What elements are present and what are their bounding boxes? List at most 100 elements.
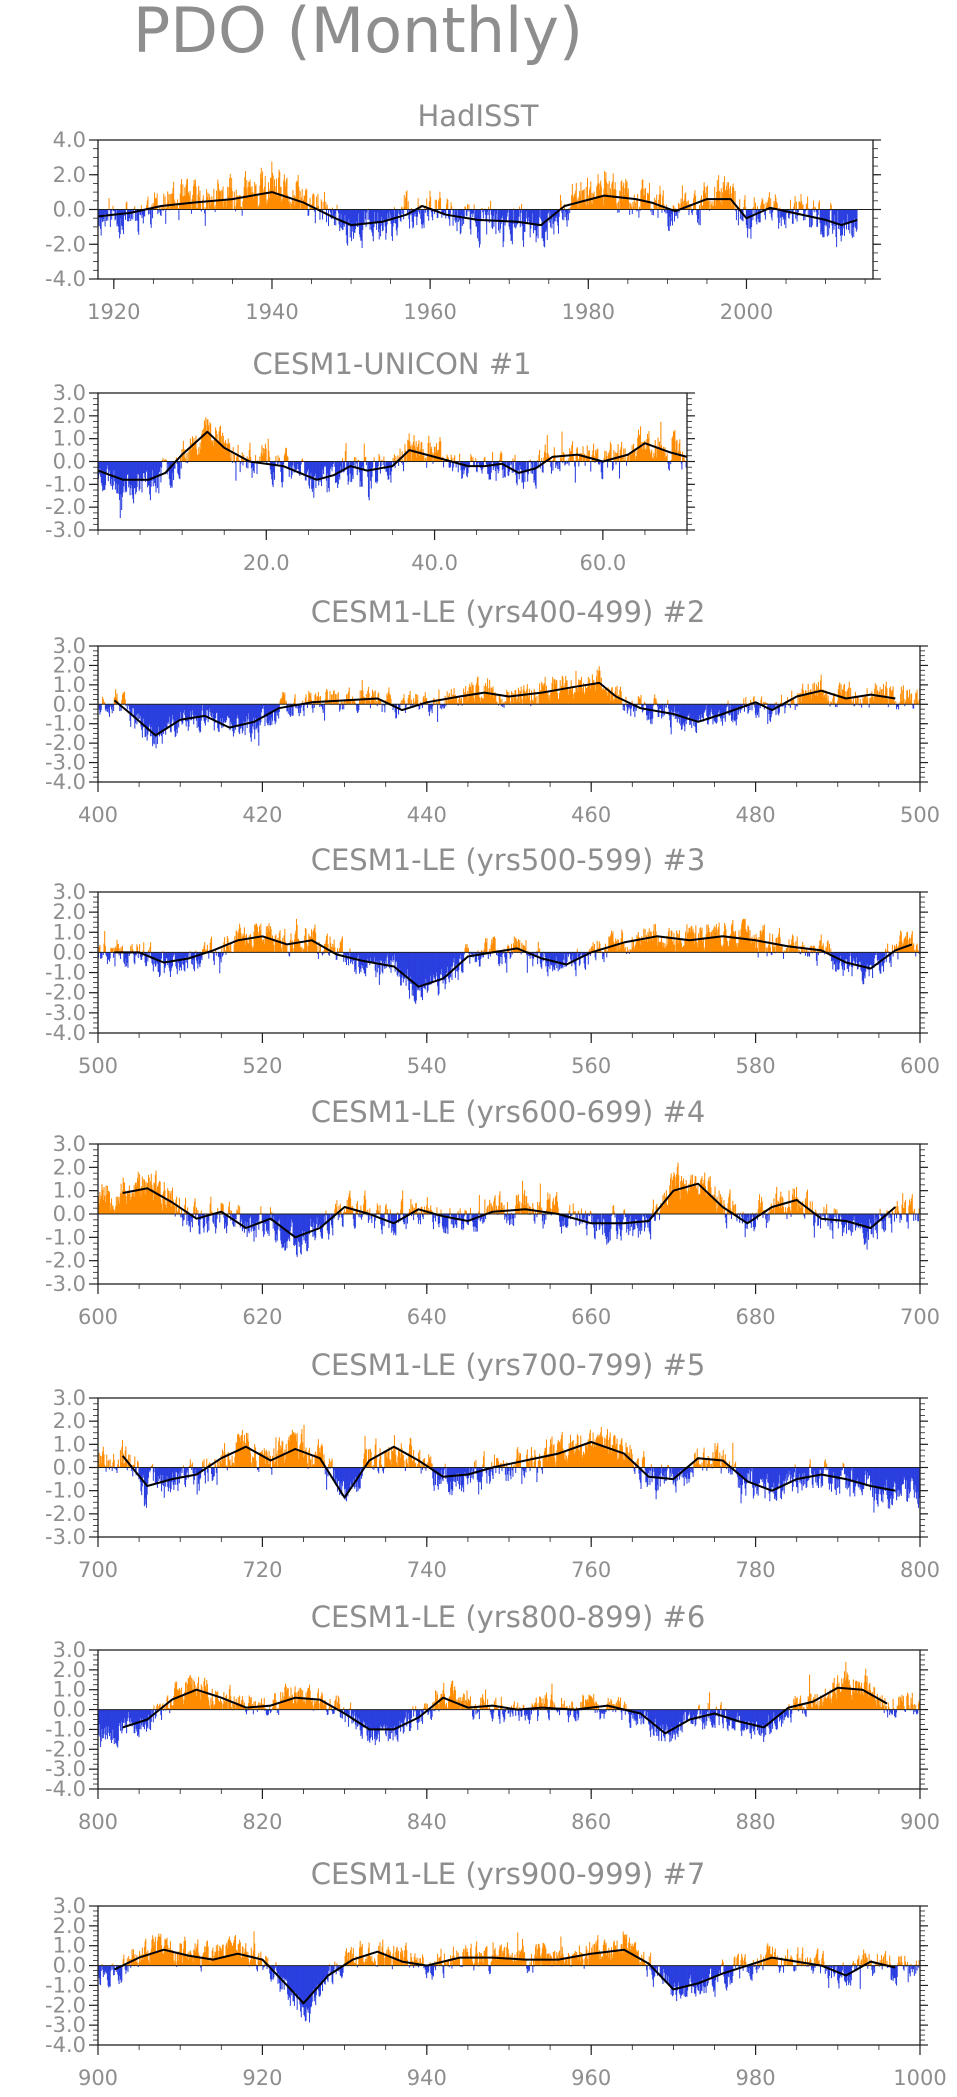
positive-anomaly-bar xyxy=(428,453,431,462)
negative-anomaly-bar xyxy=(857,952,859,969)
positive-anomaly-bar xyxy=(830,948,832,953)
negative-anomaly-bar xyxy=(778,209,780,223)
positive-anomaly-bar xyxy=(423,695,425,705)
negative-anomaly-bar xyxy=(418,209,420,212)
negative-anomaly-bar xyxy=(296,461,298,470)
positive-anomaly-bar xyxy=(776,203,778,210)
positive-anomaly-bar xyxy=(431,446,433,462)
negative-anomaly-bar xyxy=(155,704,157,749)
negative-anomaly-bar xyxy=(404,952,406,979)
positive-anomaly-bar xyxy=(560,200,562,210)
negative-anomaly-bar xyxy=(400,952,402,986)
positive-anomaly-bar xyxy=(115,1206,117,1214)
negative-anomaly-bar xyxy=(161,461,163,468)
negative-anomaly-bar xyxy=(502,461,504,479)
positive-anomaly-bar xyxy=(112,947,114,953)
positive-anomaly-bar xyxy=(553,455,555,462)
negative-anomaly-bar xyxy=(209,704,211,712)
negative-anomaly-bar xyxy=(468,952,470,955)
positive-anomaly-bar xyxy=(226,944,228,953)
positive-anomaly-bar xyxy=(719,191,721,210)
positive-anomaly-bar xyxy=(730,934,732,953)
negative-anomaly-bar xyxy=(317,952,319,959)
positive-anomaly-bar xyxy=(179,193,181,210)
negative-anomaly-bar xyxy=(151,461,154,470)
negative-anomaly-bar xyxy=(571,952,573,967)
negative-anomaly-bar xyxy=(366,209,368,213)
negative-anomaly-bar xyxy=(119,461,121,500)
positive-anomaly-bar xyxy=(346,693,348,705)
positive-anomaly-bar xyxy=(474,701,476,705)
positive-anomaly-bar xyxy=(289,940,291,953)
positive-anomaly-bar xyxy=(276,942,278,953)
negative-anomaly-bar xyxy=(847,952,849,969)
positive-anomaly-bar xyxy=(280,947,282,953)
positive-anomaly-bar xyxy=(640,446,642,462)
negative-anomaly-bar xyxy=(412,209,414,229)
negative-anomaly-bar xyxy=(476,952,478,963)
negative-anomaly-bar xyxy=(876,952,878,961)
negative-anomaly-bar xyxy=(385,952,387,961)
negative-anomaly-bar xyxy=(416,209,418,217)
positive-anomaly-bar xyxy=(700,198,702,210)
positive-anomaly-bar xyxy=(900,686,902,705)
negative-anomaly-bar xyxy=(184,952,187,957)
negative-anomaly-bar xyxy=(391,952,393,957)
negative-anomaly-bar xyxy=(441,704,443,708)
positive-anomaly-bar xyxy=(818,202,820,210)
positive-anomaly-bar xyxy=(302,199,304,210)
negative-anomaly-bar xyxy=(816,952,818,966)
positive-anomaly-bar xyxy=(717,927,719,953)
negative-anomaly-bar xyxy=(328,209,330,211)
positive-anomaly-bar xyxy=(687,200,689,210)
positive-anomaly-bar xyxy=(648,934,650,953)
positive-anomaly-bar xyxy=(789,949,791,953)
positive-anomaly-bar xyxy=(877,691,879,705)
negative-anomaly-bar xyxy=(161,704,163,744)
positive-anomaly-bar xyxy=(793,949,795,953)
negative-anomaly-bar xyxy=(159,209,161,216)
positive-anomaly-bar xyxy=(856,697,859,705)
positive-anomaly-bar xyxy=(647,932,649,953)
negative-anomaly-bar xyxy=(721,704,723,718)
positive-anomaly-bar xyxy=(502,702,504,705)
negative-anomaly-bar xyxy=(430,704,432,708)
positive-anomaly-bar xyxy=(586,457,588,462)
negative-anomaly-bar xyxy=(437,209,439,218)
y-tick-label: -3.0 xyxy=(45,518,86,542)
negative-anomaly-bar xyxy=(358,209,360,214)
positive-anomaly-bar xyxy=(456,702,458,705)
negative-anomaly-bar xyxy=(840,952,842,961)
positive-anomaly-bar xyxy=(210,205,212,210)
positive-anomaly-bar xyxy=(262,939,264,953)
positive-anomaly-bar xyxy=(650,931,652,953)
positive-anomaly-bar xyxy=(680,198,682,210)
negative-anomaly-bar xyxy=(262,704,264,709)
negative-anomaly-bar xyxy=(364,952,366,974)
negative-anomaly-bar xyxy=(125,209,127,220)
negative-anomaly-bar xyxy=(174,952,176,960)
positive-anomaly-bar xyxy=(620,181,622,210)
negative-anomaly-bar xyxy=(183,952,185,971)
positive-anomaly-bar xyxy=(419,449,421,462)
positive-anomaly-bar xyxy=(215,430,217,462)
positive-anomaly-bar xyxy=(762,199,764,210)
positive-anomaly-bar xyxy=(848,681,850,705)
negative-anomaly-bar xyxy=(288,461,290,470)
negative-anomaly-bar xyxy=(415,952,417,1001)
positive-anomaly-bar xyxy=(642,179,644,210)
positive-anomaly-bar xyxy=(910,694,912,705)
positive-anomaly-bar xyxy=(171,193,173,210)
pdo-panel: CESM1-LE (yrs600-699) #43.02.01.00.0-1.0… xyxy=(45,1095,940,1329)
negative-anomaly-bar xyxy=(434,952,436,980)
negative-anomaly-bar xyxy=(844,209,846,236)
negative-anomaly-bar xyxy=(486,209,488,212)
positive-anomaly-bar xyxy=(569,687,571,705)
positive-anomaly-bar xyxy=(214,439,216,462)
positive-anomaly-bar xyxy=(236,455,238,462)
positive-anomaly-bar xyxy=(660,193,662,210)
negative-anomaly-bar xyxy=(473,461,475,467)
negative-anomaly-bar xyxy=(678,209,680,213)
positive-anomaly-bar xyxy=(304,697,306,705)
positive-anomaly-bar xyxy=(110,1209,112,1214)
